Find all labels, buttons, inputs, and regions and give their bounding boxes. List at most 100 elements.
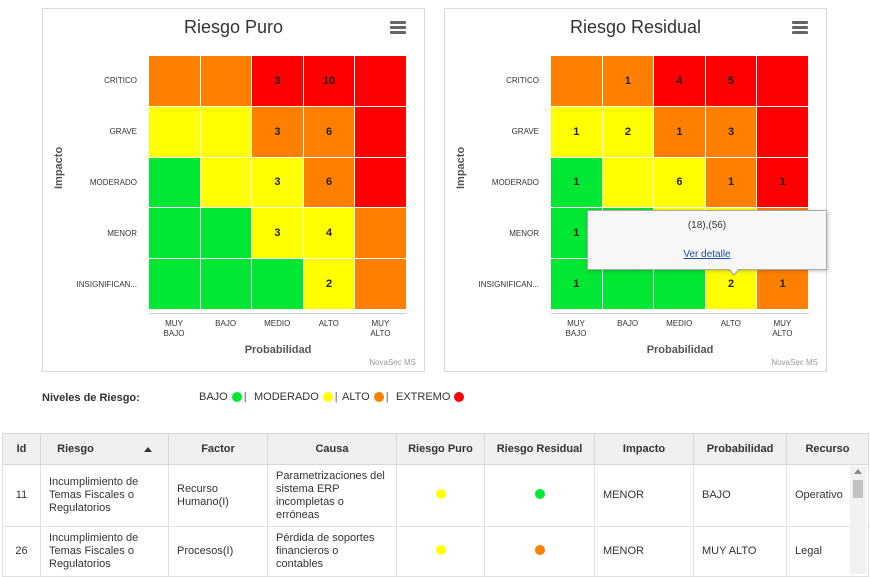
risk-level-dot-icon: [435, 488, 446, 499]
matrix-cell[interactable]: 2: [303, 259, 355, 309]
col-header-causa[interactable]: Causa: [267, 433, 397, 465]
column-label: BAJO: [215, 319, 237, 328]
ver-detalle-link[interactable]: Ver detalle: [683, 249, 731, 260]
x-axis-line: [149, 313, 407, 320]
cell-riesgo: Incumplimiento de Temas Fiscales o Regul…: [40, 526, 169, 577]
tooltip-text: (18),(56): [687, 220, 727, 231]
matrix-cell[interactable]: 6: [303, 106, 355, 157]
matrix-cell[interactable]: [551, 56, 602, 106]
col-header-riesgo-puro[interactable]: Riesgo Puro: [396, 433, 485, 465]
matrix-cell[interactable]: 10: [303, 56, 355, 106]
x-axis-label: Probabilidad: [646, 344, 714, 356]
matrix-cell[interactable]: 1: [602, 56, 654, 106]
column-label: ALTO: [720, 319, 741, 328]
col-header-riesgo[interactable]: Riesgo: [40, 433, 169, 465]
matrix-cell[interactable]: [149, 157, 200, 208]
matrix-cell[interactable]: 3: [252, 157, 303, 208]
x-axis-line: [551, 313, 809, 320]
cell-riesgo-residual: [484, 526, 595, 577]
legend-label: ALTO: [342, 391, 370, 403]
col-header-impacto[interactable]: Impacto: [594, 433, 694, 465]
matrix-cell[interactable]: [200, 56, 252, 106]
cell-impacto: MENOR: [594, 526, 694, 577]
matrix-cell[interactable]: 1: [654, 106, 705, 157]
matrix-cell[interactable]: 1: [757, 157, 808, 208]
matrix-cell[interactable]: 3: [252, 56, 303, 106]
col-header-probabilidad[interactable]: Probabilidad: [693, 433, 787, 465]
row-label: MENOR: [107, 228, 137, 238]
matrix-cell[interactable]: [757, 56, 808, 106]
matrix-cell[interactable]: [252, 259, 303, 309]
risk-level-dot-icon: [534, 544, 545, 555]
row-label: MENOR: [509, 228, 539, 238]
matrix-cell[interactable]: 2: [602, 106, 654, 157]
chart-title: Riesgo Residual: [569, 17, 702, 37]
matrix-cell[interactable]: [355, 106, 406, 157]
row-label: CRITICO: [104, 76, 137, 86]
matrix-cell[interactable]: [355, 259, 406, 309]
column-label: BAJO: [617, 319, 639, 328]
legend-item-moderado: MODERADO |: [254, 391, 338, 403]
row-label: INSIGNIFICAN...: [76, 279, 137, 289]
matrix-cell[interactable]: [355, 208, 406, 259]
column-label: MEDIO: [264, 319, 291, 328]
matrix-cell[interactable]: [200, 208, 252, 259]
column-label: ALTO: [318, 319, 339, 328]
col-header-factor[interactable]: Factor: [168, 433, 268, 465]
matrix-cell[interactable]: [602, 157, 654, 208]
cell-probabilidad: BAJO: [693, 464, 787, 527]
cell-riesgo-residual: [484, 464, 595, 527]
matrix-cell[interactable]: [149, 56, 200, 106]
matrix-cell[interactable]: [149, 106, 200, 157]
matrix-cell[interactable]: 3: [705, 106, 757, 157]
scroll-up-icon[interactable]: [854, 469, 862, 474]
col-header-recurso[interactable]: Recurso: [786, 433, 869, 465]
legend-item-extremo: EXTREMO: [396, 391, 465, 403]
matrix-cell[interactable]: [149, 208, 200, 259]
matrix-cell[interactable]: [355, 56, 406, 106]
matrix-cell[interactable]: 6: [303, 157, 355, 208]
row-label: MODERADO: [491, 178, 539, 187]
legend-title: Niveles de Riesgo:: [42, 392, 140, 404]
col-header-id[interactable]: Id: [2, 433, 41, 465]
legend-label: MODERADO: [254, 391, 319, 403]
matrix-cell[interactable]: 5: [705, 56, 757, 106]
legend-item-bajo: BAJO |: [199, 391, 247, 403]
cell-riesgo: Incumplimiento de Temas Fiscales o Regul…: [40, 464, 169, 527]
matrix-cell[interactable]: [355, 157, 406, 208]
matrix-cell[interactable]: 4: [654, 56, 705, 106]
sort-asc-icon[interactable]: [143, 446, 152, 452]
matrix-cell[interactable]: 1: [551, 106, 602, 157]
cell-id: 26: [2, 526, 41, 577]
row-label: GRAVE: [511, 127, 539, 137]
x-axis-label: Probabilidad: [244, 344, 312, 356]
scrollbar-thumb[interactable]: [853, 480, 863, 498]
table-row[interactable]: 26 Incumplimiento de Temas Fiscales o Re…: [2, 526, 869, 577]
row-label: INSIGNIFICAN...: [478, 279, 539, 289]
matrix-cell[interactable]: [149, 259, 200, 309]
chart-credit[interactable]: NovaSec MS: [771, 358, 818, 367]
row-label: CRITICO: [506, 76, 539, 86]
matrix-cell[interactable]: [200, 259, 252, 309]
matrix-cell[interactable]: 6: [654, 157, 705, 208]
column-label: MEDIO: [666, 319, 693, 328]
chart-credit[interactable]: NovaSec MS: [369, 358, 416, 367]
hamburger-menu-icon[interactable]: [792, 21, 808, 35]
matrix-cell[interactable]: 3: [252, 208, 303, 259]
hamburger-menu-icon[interactable]: [390, 21, 406, 35]
header-label: Riesgo: [57, 443, 94, 455]
matrix-cell[interactable]: 3: [252, 106, 303, 157]
table-row[interactable]: 11 Incumplimiento de Temas Fiscales o Re…: [2, 464, 869, 527]
table-scrollbar[interactable]: [850, 466, 866, 574]
risk-level-dot-icon: [435, 544, 446, 555]
matrix-cell[interactable]: 1: [705, 157, 757, 208]
matrix-cell[interactable]: 4: [303, 208, 355, 259]
matrix-cell[interactable]: [200, 106, 252, 157]
matrix-cell[interactable]: [200, 157, 252, 208]
matrix-cell[interactable]: 1: [551, 157, 602, 208]
matrix-cell[interactable]: [757, 106, 808, 157]
col-header-riesgo-residual[interactable]: Riesgo Residual: [484, 433, 595, 465]
cell-causa: Pérdida de soportes financieros o contab…: [267, 526, 397, 577]
row-label: MODERADO: [89, 178, 137, 187]
